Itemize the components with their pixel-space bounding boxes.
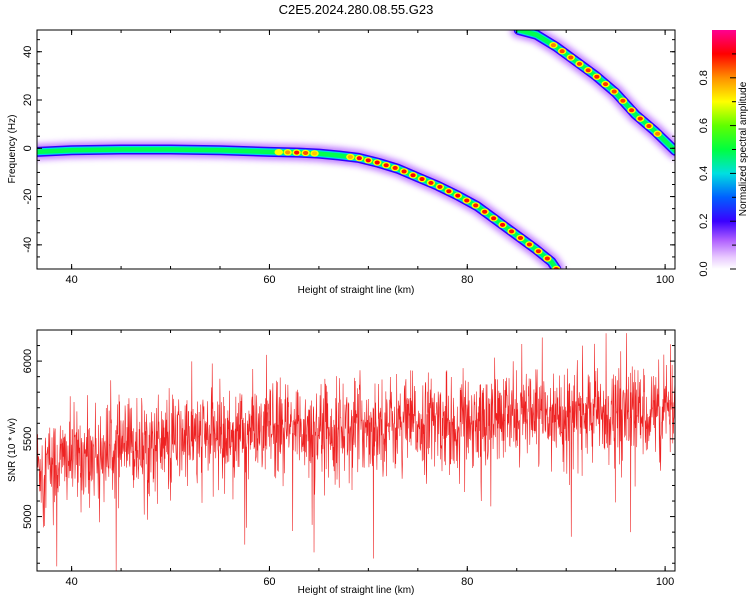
amplitude-peak — [526, 242, 533, 247]
snr-xlabel: Height of straight line (km) — [298, 585, 415, 596]
amplitude-peak — [585, 68, 591, 73]
spectrogram-xlabel: Height of straight line (km) — [298, 285, 415, 296]
amplitude-peak — [491, 216, 497, 221]
amplitude-peak — [311, 151, 318, 156]
spectrogram-axes: 40 60 80 100 40 20 0 -20 -40 — [22, 30, 675, 286]
colorbar: 0.0 0.2 0.4 0.6 0.8 Normalized spectral ampl… — [698, 30, 749, 277]
spectrogram-frame — [36, 29, 676, 270]
amplitude-peak — [356, 156, 362, 161]
colorbar-ticks: 0.0 0.2 0.4 0.6 0.8 — [698, 53, 736, 277]
y-tick-label: 0 — [22, 145, 34, 151]
x-tick-label: 60 — [263, 576, 275, 588]
amplitude-peak — [464, 198, 470, 203]
amplitude-peak — [419, 177, 425, 182]
amplitude-peak — [428, 180, 434, 185]
spectrogram-ylabel: Frequency (Hz) — [7, 115, 18, 184]
spectrogram-panel: 40 60 80 100 40 20 0 -20 -40 Height of straight … — [7, 29, 676, 296]
colorbar-tick-label: 0.2 — [698, 214, 710, 229]
x-tick-label: 100 — [656, 274, 674, 286]
amplitude-peak — [437, 184, 443, 189]
amplitude-peak — [568, 55, 574, 60]
amplitude-peak — [535, 249, 541, 254]
y-tick-label: -20 — [22, 189, 34, 205]
amplitude-peak — [383, 163, 389, 168]
y-tick-label: 5500 — [22, 427, 34, 451]
amplitude-peak — [499, 222, 506, 227]
amplitude-peak — [594, 74, 600, 79]
amplitude-peak — [620, 98, 626, 103]
y-tick-label: 5000 — [22, 504, 34, 528]
x-tick-label: 40 — [65, 274, 77, 286]
y-tick-label: 20 — [22, 94, 34, 106]
amplitude-peak — [374, 160, 380, 165]
amplitude-peak — [576, 61, 583, 66]
spectrogram-traces — [37, 30, 675, 269]
amplitude-peak — [550, 43, 557, 48]
snr-panel: 40 60 80 100 6000 5500 5000 Height of straight… — [7, 329, 676, 596]
amplitude-peak — [473, 203, 479, 208]
y-tick-label: -40 — [22, 237, 34, 253]
amplitude-peak — [508, 229, 515, 234]
amplitude-peak — [294, 150, 300, 155]
amplitude-peak — [401, 169, 407, 174]
figure-title: C2E5.2024.280.08.55.G23 — [279, 2, 434, 17]
y-tick-label: 40 — [22, 46, 34, 58]
snr-ylabel: SNR (10 * v/v) — [7, 418, 18, 482]
amplitude-peak — [602, 82, 609, 87]
amplitude-peak — [628, 108, 635, 113]
amplitude-peak — [559, 49, 565, 54]
amplitude-peak — [365, 158, 371, 163]
colorbar-tick-label: 0.6 — [698, 118, 710, 133]
amplitude-peak — [276, 150, 282, 155]
amplitude-peak — [544, 256, 550, 261]
snr-series — [37, 333, 675, 571]
x-tick-label: 80 — [461, 576, 473, 588]
amplitude-peak — [303, 150, 309, 155]
x-tick-label: 80 — [461, 274, 473, 286]
amplitude-peak — [347, 154, 353, 159]
colorbar-label: Normalized spectral amplitude — [738, 81, 749, 216]
amplitude-peak — [392, 165, 398, 170]
amplitude-peak — [517, 235, 524, 240]
colorbar-tick-label: 0.4 — [698, 166, 710, 181]
x-tick-label: 60 — [263, 274, 275, 286]
amplitude-peak — [611, 89, 617, 94]
amplitude-peak — [410, 173, 416, 178]
amplitude-peak — [637, 116, 643, 121]
snr-frame — [36, 329, 676, 572]
amplitude-peak — [446, 189, 452, 194]
spectral-trace-1 — [37, 138, 568, 269]
amplitude-peak — [285, 150, 291, 155]
x-tick-label: 40 — [65, 576, 77, 588]
colorbar-tick-label: 0.0 — [698, 261, 710, 276]
y-tick-label: 6000 — [22, 349, 34, 373]
amplitude-peak — [646, 124, 652, 129]
amplitude-peak — [455, 193, 461, 198]
x-tick-label: 100 — [656, 576, 674, 588]
colorbar-tick-label: 0.8 — [698, 70, 710, 85]
snr-line — [37, 333, 675, 571]
snr-axes: 40 60 80 100 6000 5500 5000 — [22, 329, 675, 588]
spectral-trace-2 — [507, 30, 675, 162]
amplitude-peak — [655, 131, 661, 136]
amplitude-peak — [482, 209, 488, 214]
